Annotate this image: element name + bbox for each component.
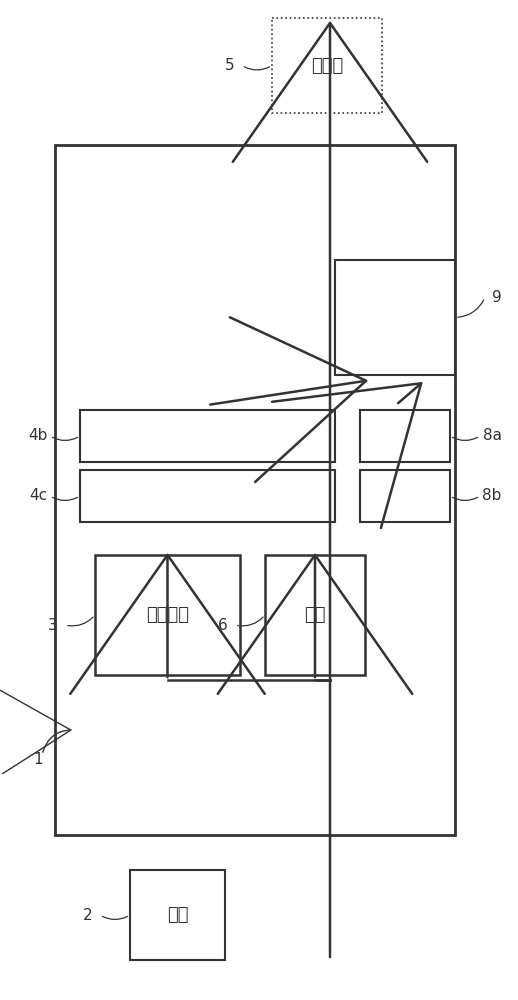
Text: 4b: 4b	[28, 428, 48, 444]
Text: 参数: 参数	[304, 606, 326, 624]
Bar	[360, 470, 450, 522]
Text: 5: 5	[225, 58, 235, 73]
Text: 内容: 内容	[167, 906, 188, 924]
Text: 8a: 8a	[482, 428, 501, 444]
Bar	[80, 470, 335, 522]
Text: 编码内容: 编码内容	[146, 606, 189, 624]
Text: 2: 2	[83, 908, 93, 922]
Text: 4c: 4c	[29, 488, 47, 504]
Text: 6: 6	[218, 617, 228, 633]
Bar	[335, 260, 455, 375]
Text: 1: 1	[33, 752, 43, 768]
Bar	[95, 555, 240, 675]
Bar	[272, 18, 382, 113]
Bar	[130, 870, 225, 960]
Bar	[55, 145, 455, 835]
Text: 8b: 8b	[482, 488, 502, 504]
Bar	[360, 410, 450, 462]
Text: 9: 9	[492, 290, 502, 305]
Text: 比特流: 比特流	[311, 56, 343, 75]
Bar	[265, 555, 365, 675]
Text: 3: 3	[48, 617, 58, 633]
Bar	[80, 410, 335, 462]
